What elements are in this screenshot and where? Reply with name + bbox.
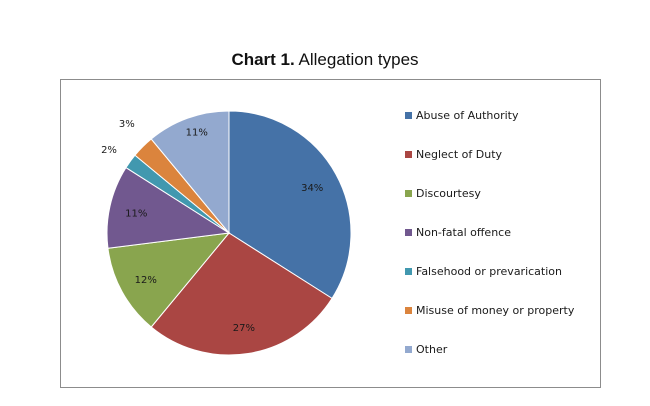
legend-swatch <box>405 112 412 119</box>
legend-label: Neglect of Duty <box>416 148 503 161</box>
legend-swatch <box>405 307 412 314</box>
chart-title-prefix: Chart 1. <box>231 50 295 69</box>
pie-slice-neglect-of-duty <box>150 232 333 356</box>
pie-slice-other <box>150 110 230 235</box>
pie-slice-abuse-of-authority <box>228 110 352 300</box>
legend-swatch <box>405 268 412 275</box>
pie-value-label: 34% <box>301 183 323 194</box>
legend-label: Abuse of Authority <box>416 109 519 122</box>
legend-label: Other <box>416 343 448 356</box>
legend-item: Other <box>405 343 605 357</box>
legend-item: Falsehood or prevarication <box>405 265 605 279</box>
pie-value-label: 11% <box>186 128 208 139</box>
pie-value-label: 3% <box>119 119 135 130</box>
pie-value-label: 2% <box>101 145 117 156</box>
pie-value-label: 12% <box>135 275 157 286</box>
chart-title-text: Allegation types <box>298 50 419 69</box>
pie-value-label: 27% <box>233 323 255 334</box>
pie-slice-discourtesy <box>107 232 231 328</box>
legend-item: Non-fatal offence <box>405 226 605 240</box>
legend-label: Falsehood or prevarication <box>416 265 562 278</box>
legend-item: Abuse of Authority <box>405 109 605 123</box>
legend-swatch <box>405 229 412 236</box>
legend-item: Misuse of money or property <box>405 304 605 318</box>
legend-label: Discourtesy <box>416 187 481 200</box>
legend-swatch <box>405 346 412 353</box>
chart-title: Chart 1. Allegation types <box>0 50 650 70</box>
legend-swatch <box>405 190 412 197</box>
legend-label: Misuse of money or property <box>416 304 575 317</box>
legend-swatch <box>405 151 412 158</box>
legend-label: Non-fatal offence <box>416 226 511 239</box>
legend-item: Discourtesy <box>405 187 605 201</box>
pie-slice-non-fatal-offence <box>106 166 231 249</box>
pie-value-label: 11% <box>125 208 147 219</box>
legend-item: Neglect of Duty <box>405 148 605 162</box>
